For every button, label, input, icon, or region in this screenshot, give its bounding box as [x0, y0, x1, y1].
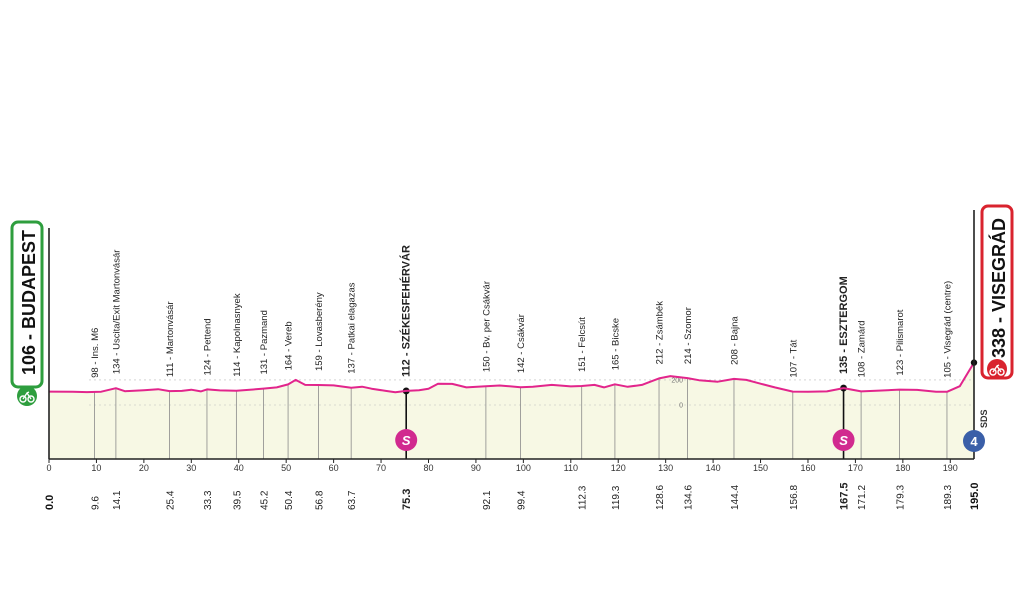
waypoint-label-5: 131 - Pazmand: [259, 310, 270, 374]
waypoint-label-21: 105 - Visegrád (centre): [942, 281, 953, 378]
x-tick-label-50: 50: [281, 463, 291, 473]
waypoint-km-label-18: 167.5: [839, 482, 851, 510]
waypoint-km-label-13: 119.3: [611, 485, 622, 510]
x-tick-label-100: 100: [516, 463, 531, 473]
waypoint-km-label-8: 63.7: [347, 490, 358, 510]
x-tick-label-60: 60: [329, 463, 339, 473]
finish-marker: 338 - VISEGRÁD: [980, 204, 1014, 380]
x-tick-label-80: 80: [423, 463, 433, 473]
waypoint-km-label-11: 99.4: [517, 490, 528, 510]
sprint-symbol-18: S: [839, 433, 848, 448]
waypoint-label-12: 151 - Felcsút: [577, 317, 588, 372]
waypoint-label-7: 159 - Lovasberény: [314, 292, 325, 371]
waypoint-label-8: 137 - Patkai elagazas: [347, 282, 358, 374]
finish-km-label: 195.0: [969, 482, 981, 510]
x-tick-label-170: 170: [848, 463, 863, 473]
x-tick-label-140: 140: [706, 463, 721, 473]
start-marker: 106 - BUDAPEST: [10, 220, 44, 406]
waypoint-label-3: 124 - Pettend: [202, 318, 213, 375]
waypoint-label-4: 114 - Kapolnasnyek: [232, 293, 243, 377]
waypoint-label-19: 108 - Zamárd: [857, 320, 868, 377]
x-tick-label-120: 120: [611, 463, 626, 473]
finish-category-label: SDS: [979, 409, 989, 428]
x-tick-label-40: 40: [234, 463, 244, 473]
waypoint-km-label-3: 33.3: [203, 490, 214, 510]
waypoint-km-label-14: 128.6: [655, 485, 666, 510]
waypoint-km-label-1: 14.1: [112, 490, 123, 510]
waypoint-km-label-15: 134.6: [683, 485, 694, 510]
profile-line: [48, 362, 975, 394]
waypoint-label-0: 98 - Ins. M6: [90, 328, 101, 378]
x-tick-label-110: 110: [564, 463, 578, 473]
waypoint-label-9: 112 - SZÉKESFEHÉRVÁR: [400, 245, 413, 377]
waypoint-label-6: 164 - Vereb: [284, 321, 295, 370]
x-tick-label-150: 150: [753, 463, 768, 473]
finish-category-badge: SDS 4: [963, 409, 989, 452]
waypoint-km-label-5: 45.2: [259, 490, 270, 510]
finish-label: 338 - VISEGRÁD: [988, 218, 1009, 358]
waypoint-label-20: 123 - Pilismarot: [895, 309, 906, 375]
waypoint-km-label-6: 50.4: [284, 490, 295, 510]
waypoint-label-10: 150 - Bv. per Csákvár: [481, 281, 492, 372]
x-tick-label-90: 90: [471, 463, 481, 473]
waypoint-km-label-4: 39.5: [232, 490, 243, 510]
waypoint-label-13: 165 - Bicske: [610, 318, 621, 370]
x-tick-label-0: 0: [46, 463, 51, 473]
waypoint-label-2: 111 - Martonvásár: [165, 301, 176, 377]
waypoint-label-1: 134 - Uscita/Exit Martonvásár: [111, 250, 122, 375]
waypoint-km-label-17: 156.8: [789, 485, 800, 510]
x-tick-label-180: 180: [895, 463, 910, 473]
waypoint-km-label-0: 9.6: [91, 496, 102, 510]
x-tick-label-30: 30: [186, 463, 196, 473]
waypoint-km-label-19: 171.2: [857, 485, 868, 510]
sprint-symbol-9: S: [402, 433, 411, 448]
x-tick-label-190: 190: [943, 463, 958, 473]
finish-category-number: 4: [970, 434, 978, 449]
waypoint-label-17: 107 - Tát: [788, 339, 799, 377]
x-tick-label-70: 70: [376, 463, 386, 473]
waypoint-km-label-9: 75.3: [401, 489, 413, 510]
x-tick-label-130: 130: [658, 463, 673, 473]
waypoint-km-label-20: 179.3: [896, 485, 907, 510]
waypoint-km-label-16: 144.4: [730, 485, 741, 510]
grid-label-0: 0: [679, 403, 683, 410]
sprint-badge-9: [395, 429, 418, 451]
x-tick-label-10: 10: [91, 463, 101, 473]
start-label: 106 - BUDAPEST: [19, 230, 39, 375]
waypoint-label-18: 135 - ESZTERGOM: [838, 276, 850, 374]
x-tick-label-160: 160: [800, 463, 815, 473]
waypoint-km-label-21: 189.3: [943, 485, 954, 510]
waypoint-label-15: 214 - Szomor: [683, 307, 694, 364]
waypoint-km-label-10: 92.1: [482, 490, 493, 510]
waypoint-label-16: 208 - Bajna: [729, 316, 740, 365]
waypoint-km-label-2: 25.4: [165, 490, 176, 510]
waypoint-km-label-12: 112.3: [578, 485, 589, 510]
finish-flag-icon: [987, 359, 1007, 379]
waypoint-label-14: 212 - Zsámbék: [655, 301, 666, 365]
x-tick-label-20: 20: [139, 463, 149, 473]
sprint-badge-18: [832, 429, 855, 451]
start-flag-icon: [17, 386, 37, 406]
waypoint-label-11: 142 - Csákvár: [516, 314, 527, 373]
start-km-label: 0.0: [44, 495, 56, 510]
waypoint-km-label-7: 56.8: [314, 490, 325, 510]
grid-label-200: 200: [671, 377, 683, 384]
